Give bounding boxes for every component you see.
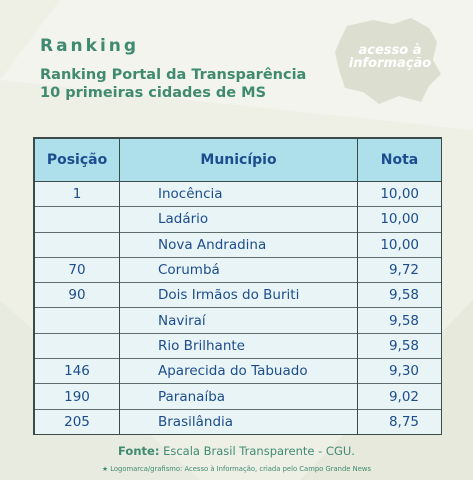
cell-posicao: 70 <box>34 256 120 283</box>
cell-posicao: 1 <box>34 180 120 207</box>
ranking-table-container: Posição Município Nota 1 Inocência 10,00… <box>33 137 442 435</box>
table-row: 190 Paranaíba 9,02 <box>34 383 442 410</box>
table-row: 146 Aparecida do Tabuado 9,30 <box>34 358 442 384</box>
cell-municipio: Ladário <box>119 206 358 233</box>
cell-municipio: Inocência <box>119 180 358 207</box>
cell-municipio: Brasilândia <box>119 408 358 434</box>
column-header-nota: Nota <box>357 138 442 182</box>
subtitle-line-1: Ranking Portal da Transparência <box>40 67 307 83</box>
credit-note: ★ Logomarca/grafismo: Acesso à Informaçã… <box>101 465 372 473</box>
ranking-table: Posição Município Nota 1 Inocência 10,00… <box>34 138 442 434</box>
cell-posicao <box>34 206 120 233</box>
cell-nota: 9,58 <box>357 332 442 359</box>
cell-municipio: Paranaíba <box>119 383 358 410</box>
cell-posicao: 205 <box>34 408 120 434</box>
cell-nota: 9,72 <box>357 256 442 283</box>
table-row: 1 Inocência 10,00 <box>34 180 442 207</box>
table-row: 205 Brasilândia 8,75 <box>34 408 442 434</box>
table-row: Naviraí 9,58 <box>34 307 442 334</box>
table-row: Ladário 10,00 <box>34 206 442 233</box>
column-header-posicao: Posição <box>34 138 120 182</box>
logo-line2: informação <box>348 56 432 71</box>
cell-nota: 10,00 <box>357 206 442 233</box>
cell-municipio: Aparecida do Tabuado <box>119 358 358 384</box>
source-text: Escala Brasil Transparente - CGU. <box>159 444 355 458</box>
cell-nota: 9,58 <box>357 307 442 334</box>
source-label: Fonte: <box>118 444 160 458</box>
cell-nota: 9,58 <box>357 282 442 308</box>
logo-text: acesso à informação <box>340 44 440 70</box>
logo-line1: acesso à <box>358 43 422 58</box>
cell-posicao: 146 <box>34 358 120 384</box>
cell-nota: 10,00 <box>357 180 442 207</box>
page-title: Ranking <box>40 36 140 56</box>
cell-posicao: 90 <box>34 282 120 308</box>
cell-posicao <box>34 332 120 359</box>
source-note: Fonte: Escala Brasil Transparente - CGU. <box>0 444 473 458</box>
cell-posicao <box>34 231 120 258</box>
acesso-informacao-logo <box>335 18 441 104</box>
cell-nota: 9,02 <box>357 383 442 410</box>
cell-municipio: Dois Irmãos do Buriti <box>119 282 358 308</box>
cell-municipio: Rio Brilhante <box>119 332 358 359</box>
cell-posicao <box>34 307 120 334</box>
cell-nota: 9,30 <box>357 358 442 384</box>
cell-posicao: 190 <box>34 383 120 410</box>
cell-municipio: Corumbá <box>119 256 358 283</box>
cell-nota: 8,75 <box>357 408 442 434</box>
table-header-row: Posição Município Nota <box>34 138 442 182</box>
cell-nota: 10,00 <box>357 231 442 258</box>
page-subtitle: Ranking Portal da Transparência 10 prime… <box>40 66 340 102</box>
cell-municipio: Nova Andradina <box>119 231 358 258</box>
table-row: Nova Andradina 10,00 <box>34 231 442 258</box>
column-header-municipio: Município <box>119 138 358 182</box>
table-row: Rio Brilhante 9,58 <box>34 332 442 359</box>
table-row: 70 Corumbá 9,72 <box>34 256 442 283</box>
subtitle-line-2: 10 primeiras cidades de MS <box>40 85 267 101</box>
table-row: 90 Dois Irmãos do Buriti 9,58 <box>34 282 442 308</box>
cell-municipio: Naviraí <box>119 307 358 334</box>
